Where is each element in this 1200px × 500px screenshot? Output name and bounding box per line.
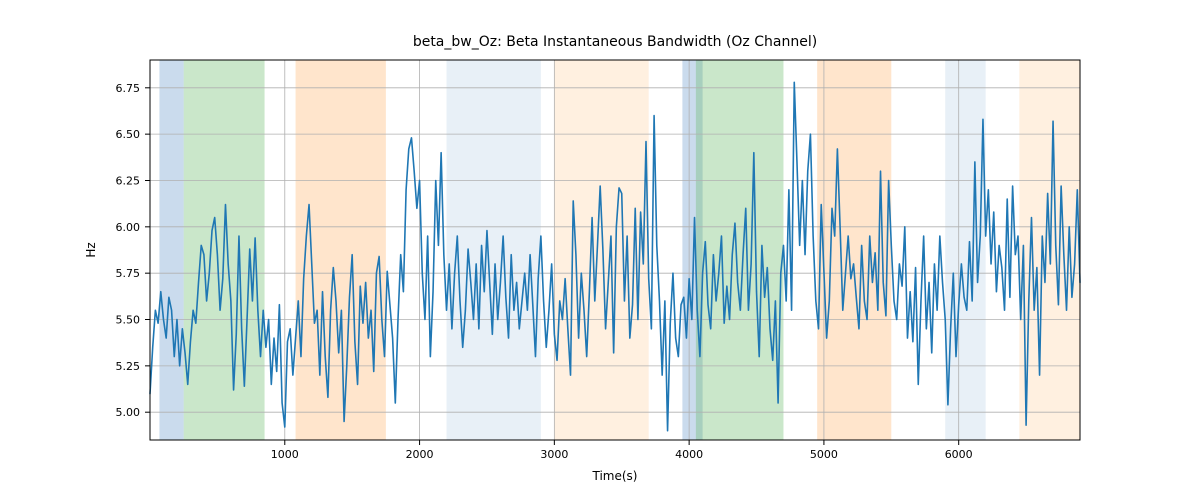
ytick-label: 5.00 <box>116 406 141 419</box>
xtick-label: 3000 <box>540 448 568 461</box>
ytick-label: 6.25 <box>116 174 141 187</box>
xtick-label: 6000 <box>945 448 973 461</box>
shaded-region <box>296 60 386 440</box>
shaded-region <box>447 60 541 440</box>
ytick-label: 5.75 <box>116 267 141 280</box>
ytick-label: 5.25 <box>116 360 141 373</box>
chart-title: beta_bw_Oz: Beta Instantaneous Bandwidth… <box>413 34 817 50</box>
y-axis-label: Hz <box>84 242 98 257</box>
xtick-label: 5000 <box>810 448 838 461</box>
ytick-label: 6.75 <box>116 82 141 95</box>
ytick-label: 6.50 <box>116 128 141 141</box>
x-axis-label: Time(s) <box>592 469 638 483</box>
shaded-region <box>159 60 183 440</box>
xtick-label: 1000 <box>271 448 299 461</box>
chart-container: beta_bw_Oz: Beta Instantaneous Bandwidth… <box>0 0 1200 500</box>
line-chart: beta_bw_Oz: Beta Instantaneous Bandwidth… <box>0 0 1200 500</box>
shaded-region <box>696 60 784 440</box>
ytick-label: 6.00 <box>116 221 141 234</box>
shaded-region <box>817 60 891 440</box>
xtick-label: 4000 <box>675 448 703 461</box>
ytick-label: 5.50 <box>116 314 141 327</box>
xtick-label: 2000 <box>406 448 434 461</box>
plot-area: 1000 2000 3000 4000 5000 6000 5.00 5.25 5.50 5.75… <box>116 60 1081 461</box>
